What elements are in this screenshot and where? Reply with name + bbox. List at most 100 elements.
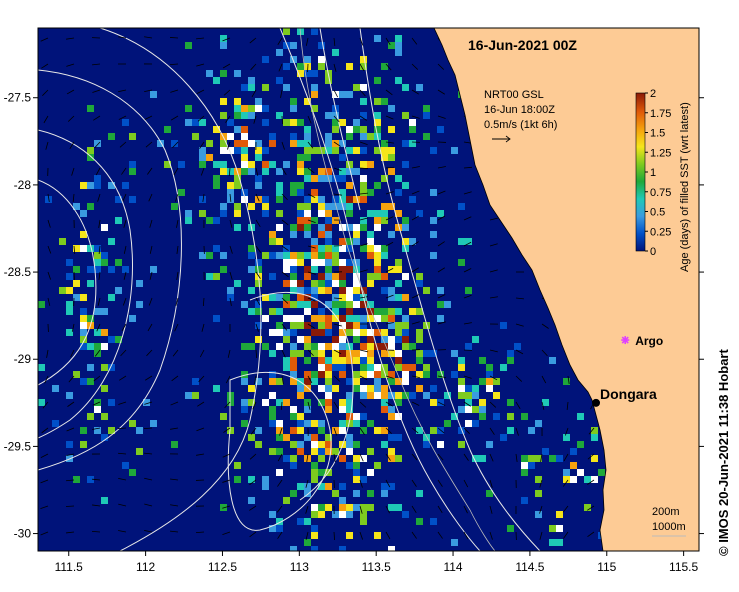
- sst-pixel: [283, 63, 290, 70]
- sst-pixel: [423, 350, 430, 357]
- sst-pixel: [304, 210, 311, 217]
- place-label: Argo: [635, 334, 663, 348]
- sst-pixel: [402, 182, 409, 189]
- sst-pixel: [290, 308, 297, 315]
- sst-pixel: [409, 196, 416, 203]
- current-vector: [222, 531, 231, 535]
- current-vector: [68, 375, 75, 383]
- sst-pixel: [556, 455, 563, 462]
- sst-pixel: [381, 441, 388, 448]
- sst-pixel: [395, 210, 402, 217]
- sst-pixel: [416, 490, 423, 497]
- sst-pixel: [374, 238, 381, 245]
- sst-pixel: [332, 49, 339, 56]
- sst-pixel: [227, 140, 234, 147]
- sst-pixel: [318, 357, 325, 364]
- sst-pixel: [339, 511, 346, 518]
- sst-pixel: [325, 315, 332, 322]
- sst-pixel: [304, 336, 311, 343]
- sst-pixel: [290, 189, 297, 196]
- lon-tick-label: 113: [290, 560, 309, 574]
- current-vector: [515, 453, 518, 462]
- sst-pixel: [136, 280, 143, 287]
- current-legend: NRT00 GSL 16-Jun 18:00Z 0.5m/s (1kt 6h): [484, 89, 557, 143]
- sst-pixel: [535, 420, 542, 427]
- sst-pixel: [332, 245, 339, 252]
- sst-pixel: [346, 329, 353, 336]
- sst-pixel: [262, 301, 269, 308]
- sst-pixel: [549, 525, 556, 532]
- current-vector: [562, 505, 569, 513]
- current-vector: [119, 141, 127, 148]
- sst-pixel: [332, 434, 339, 441]
- contour-line: [227, 371, 332, 531]
- sst-pixel: [262, 147, 269, 154]
- current-vector: [385, 166, 395, 169]
- sst-pixel: [416, 518, 423, 525]
- sst-pixel: [171, 140, 178, 147]
- current-vector: [385, 294, 394, 299]
- current-vector: [92, 89, 101, 93]
- sst-pixel: [367, 189, 374, 196]
- sst-pixel: [332, 273, 339, 280]
- current-vector: [437, 505, 443, 514]
- sst-pixel: [388, 350, 395, 357]
- depth-label-200m: 200m: [652, 506, 680, 518]
- sst-pixel: [318, 371, 325, 378]
- sst-pixel: [290, 322, 297, 329]
- longitude-axis: 111.5 112 112.5 113 113.5 114 114.5 115 115.5: [55, 551, 699, 574]
- sst-pixel: [395, 336, 402, 343]
- sst-pixel: [367, 371, 374, 378]
- current-vector: [411, 401, 420, 406]
- current-vector: [307, 271, 316, 275]
- plot-frame: [37, 27, 700, 552]
- sst-pixel: [367, 238, 374, 245]
- current-vector: [463, 241, 472, 247]
- sst-pixel: [297, 210, 304, 217]
- sst-pixel: [220, 84, 227, 91]
- sst-pixel: [535, 455, 542, 462]
- current-vector: [515, 375, 523, 382]
- sst-pixel: [311, 315, 318, 322]
- sst-pixel: [255, 427, 262, 434]
- current-legend-model: NRT00 GSL: [484, 89, 544, 101]
- current-vector: [123, 219, 127, 228]
- sst-pixel: [290, 196, 297, 203]
- current-vector: [277, 479, 283, 487]
- sst-pixel: [395, 49, 402, 56]
- sst-pixel: [381, 252, 388, 259]
- sst-pixel: [549, 455, 556, 462]
- sst-pixel: [381, 287, 388, 294]
- current-vector: [146, 349, 153, 357]
- sst-pixel: [66, 392, 73, 399]
- current-vector: [385, 141, 394, 144]
- sst-pixel: [276, 140, 283, 147]
- sst-pixel: [290, 224, 297, 231]
- sst-pixel: [332, 231, 339, 238]
- sst-pixel: [192, 119, 199, 126]
- sst-pixel: [94, 406, 101, 413]
- sst-pixel: [262, 252, 269, 259]
- sst-pixel: [381, 175, 388, 182]
- sst-pixel: [367, 364, 374, 371]
- sst-pixel: [430, 147, 437, 154]
- sst-pixel: [332, 259, 339, 266]
- sst-pixel: [73, 77, 80, 84]
- sst-pixel: [381, 350, 388, 357]
- sst-pixel: [171, 231, 178, 238]
- sst-pixel: [325, 168, 332, 175]
- sst-pixel: [304, 301, 311, 308]
- sst-pixel: [584, 455, 591, 462]
- sst-pixel: [255, 140, 262, 147]
- sst-pixel: [409, 238, 416, 245]
- sst-pixel: [304, 154, 311, 161]
- sst-pixel: [388, 294, 395, 301]
- sst-pixel: [374, 112, 381, 119]
- sst-pixel: [360, 329, 367, 336]
- sst-pixel: [451, 413, 458, 420]
- sst-pixel: [339, 287, 346, 294]
- sst-pixel: [262, 322, 269, 329]
- sst-pixel: [290, 343, 297, 350]
- sst-pixel: [577, 420, 584, 427]
